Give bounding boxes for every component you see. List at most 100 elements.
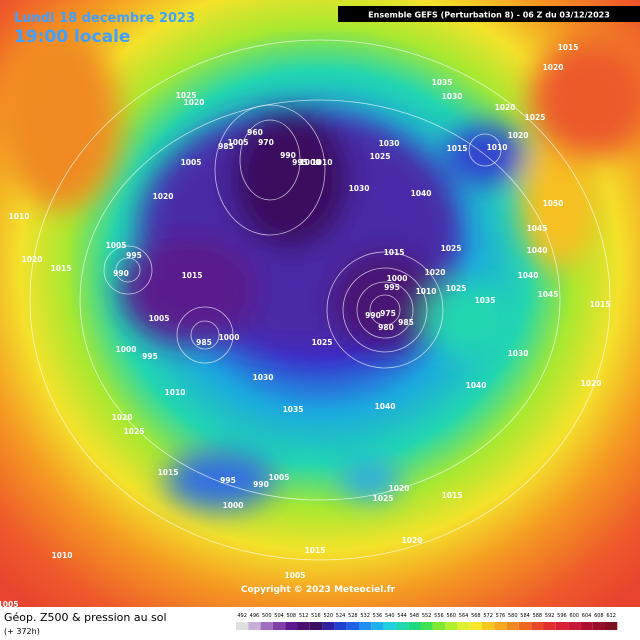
colorbar-label: 568 (471, 613, 481, 619)
colorbar-label: 544 (397, 613, 407, 619)
colorbar-label: 540 (385, 613, 395, 619)
isobar-label: 1015 (51, 264, 72, 273)
isobar-label: 960 (247, 128, 263, 137)
colorbar-cell (297, 622, 310, 630)
colorbar: 492 496 500 504 508 512 516 520 524 528 532 536 540 5… (236, 613, 618, 630)
isobar-label: 1015 (384, 248, 405, 257)
isobar-label: 1000 (219, 333, 240, 342)
colorbar-label: 584 (520, 613, 530, 619)
colorbar-cell (322, 622, 335, 630)
colorbar-label: 512 (299, 613, 309, 619)
colorbar-cell (531, 622, 544, 630)
isobar-label: 1035 (432, 78, 453, 87)
colorbar-label: 532 (360, 613, 370, 619)
isobar-label: 1000 (387, 274, 408, 283)
isobar-label: 1045 (538, 290, 559, 299)
isobar-label: 1050 (543, 199, 564, 208)
colorbar-label: 548 (410, 613, 420, 619)
colorbar-cell (408, 622, 421, 630)
isobar-label: 975 (380, 309, 396, 318)
colorbar-label: 580 (508, 613, 518, 619)
isobar-label: 1025 (441, 244, 462, 253)
colorbar-label: 564 (459, 613, 469, 619)
colorbar-cell (395, 622, 409, 630)
isobar-label: 1005 (285, 571, 306, 580)
colorbar-label: 612 (606, 613, 616, 619)
colorbar-label: 528 (348, 613, 358, 619)
isobar-label: 1025 (373, 494, 394, 503)
isobar-label: 1000 (300, 158, 321, 167)
isobar-label: 1015 (442, 491, 463, 500)
isobar-label: 1015 (158, 468, 179, 477)
colorbar-label: 600 (569, 613, 579, 619)
colorbar-cell (592, 622, 605, 630)
colorbar-cell (494, 622, 507, 630)
footer-subtitle: (+ 372h) (4, 627, 40, 636)
isobar-label: 1000 (223, 501, 244, 510)
isobar-label: 995 (126, 251, 142, 260)
isobar-label: 990 (253, 480, 269, 489)
colorbar-cell (432, 622, 446, 630)
colorbar-cell (518, 622, 532, 630)
isobar-label: 1010 (9, 212, 30, 221)
isobar-label: 1020 (581, 379, 602, 388)
colorbar-label: 556 (434, 613, 444, 619)
banner-bg (338, 6, 640, 22)
colorbar-cell (469, 622, 482, 630)
isobar-label: 1015 (590, 300, 611, 309)
isobar-label: 1040 (527, 246, 548, 255)
fields (0, 30, 640, 510)
isobar-label: 1020 (112, 413, 133, 422)
isobar-label: 1025 (124, 427, 145, 436)
isobar-label: 1015 (182, 271, 203, 280)
isobar-label: 980 (378, 323, 394, 332)
colorbar-label: 604 (582, 613, 592, 619)
colorbar-label: 572 (483, 613, 493, 619)
colorbar-cell (260, 622, 273, 630)
isobar-label: 995 (384, 283, 400, 292)
isobar-label: 1005 (228, 138, 249, 147)
colorbar-label: 536 (373, 613, 383, 619)
banner: Ensemble GEFS (Perturbation 8) - 06 Z du… (368, 11, 610, 20)
colorbar-cell (445, 622, 458, 630)
isobar-label: 1045 (527, 224, 548, 233)
colorbar-label: 504 (274, 613, 284, 619)
isobar-label: 1025 (312, 338, 333, 347)
colorbar-label: 508 (287, 613, 297, 619)
isobar-label: 1040 (466, 381, 487, 390)
colorbar-cell (346, 622, 359, 630)
isobar-label: 1025 (370, 152, 391, 161)
isobar-label: 1035 (283, 405, 304, 414)
colorbar-cell (334, 622, 347, 630)
isobar-label: 1005 (149, 314, 170, 323)
isobar-label: 1020 (508, 131, 529, 140)
colorbar-cell (543, 622, 556, 630)
isobar-label: 1015 (305, 546, 326, 555)
isobar-label: 985 (218, 142, 234, 151)
colorbar-cell (248, 622, 261, 630)
colorbar-label: 596 (557, 613, 567, 619)
isobar-label: 1025 (525, 113, 546, 122)
isobar-label: 1010 (487, 143, 508, 152)
isobar-label: 1015 (558, 43, 579, 52)
colorbar-cell (605, 622, 618, 630)
colorbar-label: 516 (311, 613, 321, 619)
copyright: Copyright © 2023 Meteociel.fr (241, 585, 396, 595)
colorbar-cell (506, 622, 519, 630)
colorbar-label: 524 (336, 613, 346, 619)
isobar-label: 1030 (253, 373, 274, 382)
isobar-label: 1000 (116, 345, 137, 354)
isobar-label: 1005 (106, 241, 127, 250)
isobar-label: 1020 (495, 103, 516, 112)
colorbar-label: 592 (545, 613, 555, 619)
isobar-label: 1035 (475, 296, 496, 305)
isobar-label: 1010 (52, 551, 73, 560)
isobar-label: 1005 (269, 473, 290, 482)
isobar-label: 1040 (518, 271, 539, 280)
isobar-label: 995 (220, 476, 236, 485)
date: Lundi 18 decembre 2023 (14, 11, 195, 26)
colorbar-label: 552 (422, 613, 432, 619)
isobar-label: 1030 (442, 92, 463, 101)
colorbar-cell (568, 622, 581, 630)
